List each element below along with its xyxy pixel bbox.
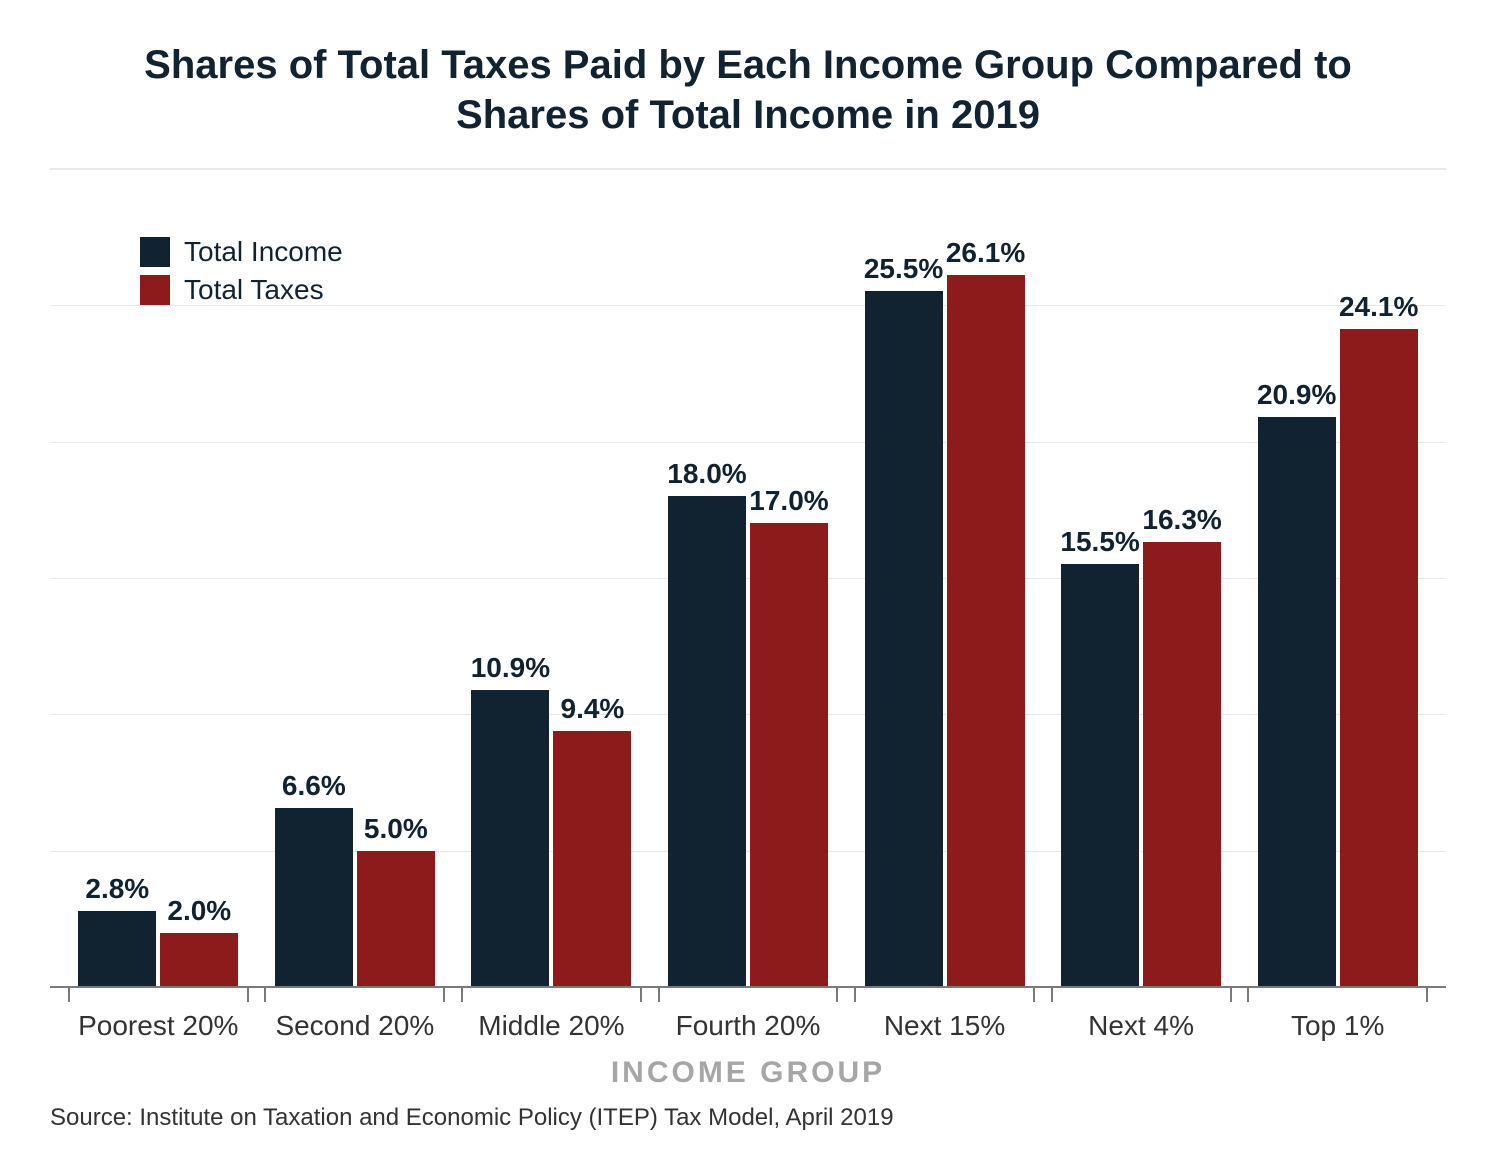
bar-income: 2.8% (78, 911, 156, 988)
bar-taxes: 5.0% (357, 851, 435, 988)
bar-taxes: 16.3% (1143, 542, 1221, 988)
chart-title: Shares of Total Taxes Paid by Each Incom… (50, 40, 1446, 140)
x-axis-line (50, 986, 1446, 988)
bar-value-label: 25.5% (864, 253, 943, 291)
bar-fill (275, 808, 353, 988)
bar-fill (78, 911, 156, 988)
bar-group: 15.5%16.3% (1052, 170, 1231, 988)
bar-fill (750, 523, 828, 988)
bar-value-label: 6.6% (282, 770, 346, 808)
bar-income: 10.9% (471, 690, 549, 988)
bar-value-label: 18.0% (667, 458, 746, 496)
x-axis-title: INCOME GROUP (50, 1056, 1446, 1090)
x-tick (443, 988, 445, 1002)
bar-income: 18.0% (668, 496, 746, 988)
x-tick (640, 988, 642, 1002)
x-axis-labels: Poorest 20% Second 20% Middle 20% Fourth 20… (50, 988, 1446, 1042)
bar-group: 10.9%9.4% (462, 170, 641, 988)
bar-fill (471, 690, 549, 988)
x-tick (1033, 988, 1035, 1002)
bar-fill (1143, 542, 1221, 988)
bar-taxes: 24.1% (1340, 329, 1418, 988)
bar-value-label: 20.9% (1257, 379, 1336, 417)
bar-taxes: 9.4% (553, 731, 631, 988)
bar-income: 6.6% (275, 808, 353, 988)
legend-item: Total Income (140, 236, 343, 268)
x-tick (854, 988, 856, 1002)
bar-value-label: 26.1% (946, 237, 1025, 275)
bar-value-label: 5.0% (364, 813, 428, 851)
legend-label: Total Income (184, 236, 343, 268)
x-tick (1426, 988, 1428, 1002)
x-category-label: Fourth 20% (659, 1010, 838, 1042)
bar-taxes: 2.0% (160, 933, 238, 988)
x-tick (1230, 988, 1232, 1002)
x-tick (1051, 988, 1053, 1002)
bar-group: 25.5%26.1% (855, 170, 1034, 988)
bar-value-label: 2.0% (167, 895, 231, 933)
bar-value-label: 16.3% (1142, 504, 1221, 542)
x-category-label: Second 20% (265, 1010, 444, 1042)
legend-swatch (140, 275, 170, 305)
x-category-label: Top 1% (1248, 1010, 1427, 1042)
bar-group: 18.0%17.0% (659, 170, 838, 988)
bar-value-label: 9.4% (560, 693, 624, 731)
x-tick (658, 988, 660, 1002)
legend-label: Total Taxes (184, 274, 324, 306)
legend-item: Total Taxes (140, 274, 343, 306)
x-tick (68, 988, 70, 1002)
bar-taxes: 26.1% (947, 275, 1025, 988)
x-category-label: Poorest 20% (69, 1010, 248, 1042)
x-category-label: Next 4% (1052, 1010, 1231, 1042)
bar-value-label: 24.1% (1339, 291, 1418, 329)
x-category-label: Middle 20% (462, 1010, 641, 1042)
bar-income: 20.9% (1258, 417, 1336, 988)
bar-taxes: 17.0% (750, 523, 828, 988)
bar-value-label: 10.9% (471, 652, 550, 690)
x-tick (264, 988, 266, 1002)
plot-area: Total IncomeTotal Taxes 2.8%2.0%6.6%5.0%… (50, 168, 1446, 988)
bar-value-label: 15.5% (1060, 526, 1139, 564)
x-tick (1247, 988, 1249, 1002)
bar-value-label: 17.0% (749, 485, 828, 523)
bar-fill (1061, 564, 1139, 988)
bar-fill (160, 933, 238, 988)
bar-fill (357, 851, 435, 988)
x-tick (247, 988, 249, 1002)
bar-group: 20.9%24.1% (1248, 170, 1427, 988)
bar-fill (668, 496, 746, 988)
x-tick (461, 988, 463, 1002)
bar-fill (1258, 417, 1336, 988)
bar-fill (947, 275, 1025, 988)
legend: Total Income Total Taxes (140, 236, 343, 312)
legend-swatch (140, 237, 170, 267)
bar-value-label: 2.8% (85, 873, 149, 911)
source-text: Source: Institute on Taxation and Econom… (50, 1104, 1446, 1132)
x-tick (836, 988, 838, 1002)
bar-income: 15.5% (1061, 564, 1139, 988)
x-category-label: Next 15% (855, 1010, 1034, 1042)
bar-fill (553, 731, 631, 988)
bar-fill (1340, 329, 1418, 988)
bar-income: 25.5% (865, 291, 943, 988)
bar-fill (865, 291, 943, 988)
